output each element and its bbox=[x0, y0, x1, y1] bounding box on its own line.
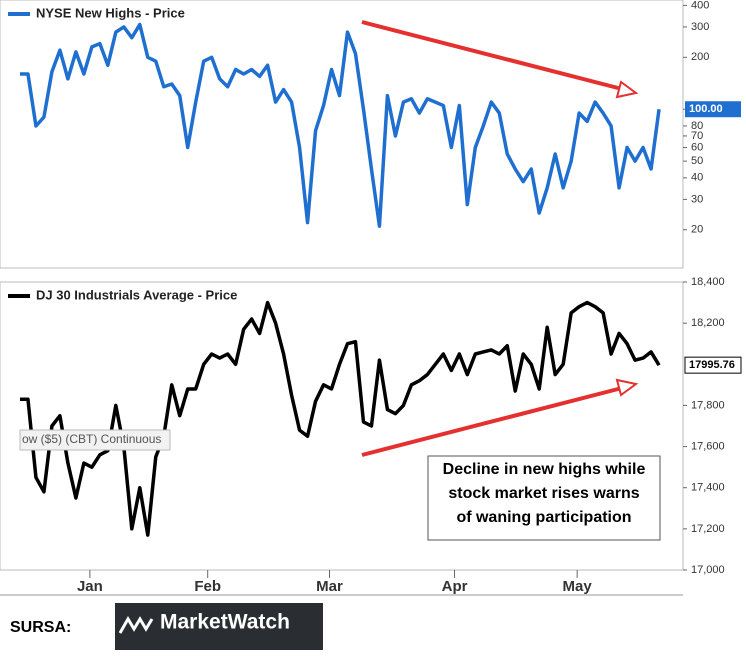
x-tick-label: May bbox=[563, 578, 593, 595]
last-value-badge bbox=[684, 356, 742, 374]
bottom-chart: 18,400 18,200 17,800 17,600 17,400 17,200 17,0… bbox=[8, 276, 742, 595]
y-tick-label: 400 bbox=[691, 0, 709, 11]
overlay-badge bbox=[19, 429, 171, 451]
x-tick-label: Jan bbox=[77, 578, 103, 595]
y-tick-label: 40 bbox=[691, 172, 703, 184]
y-tick-label: 20 bbox=[691, 224, 703, 236]
arrow-down bbox=[361, 20, 639, 99]
y-tick-label: 17,600 bbox=[691, 440, 725, 452]
annotation: of waning participation bbox=[456, 509, 631, 526]
arrow-line bbox=[361, 20, 623, 91]
annotation: Decline in new highs while bbox=[443, 461, 646, 478]
overlay-label: ow ($5) (CBT) Continuous bbox=[22, 432, 161, 446]
legend-label: NYSE New Highs - Price bbox=[36, 5, 185, 20]
arrow-up bbox=[361, 378, 639, 457]
y-tick-label: 30 bbox=[691, 193, 703, 205]
x-tick-label: Mar bbox=[316, 578, 343, 595]
x-tick-label: Feb bbox=[194, 578, 221, 595]
logo-text: MarketWatch bbox=[160, 611, 290, 634]
y-tick-label: 70 bbox=[691, 130, 703, 142]
y-tick-label: 200 bbox=[691, 51, 709, 63]
last-value-badge bbox=[685, 101, 741, 118]
annotation: stock market rises warns bbox=[448, 485, 639, 502]
series-line bbox=[19, 300, 661, 537]
y-tick-label: 80 bbox=[691, 120, 703, 132]
y-tick-label: 17,000 bbox=[691, 564, 725, 576]
y-tick-label: 18,400 bbox=[691, 276, 725, 288]
y-tick-label: 17,200 bbox=[691, 523, 725, 535]
top-panel bbox=[0, 0, 684, 269]
y-tick-label: 300 bbox=[691, 21, 709, 33]
series-line bbox=[19, 22, 661, 228]
logo-icon bbox=[118, 616, 154, 634]
last-value-label: 17995.76 bbox=[689, 359, 735, 371]
arrow-head bbox=[615, 80, 639, 99]
arrow-head bbox=[615, 378, 639, 397]
y-tick-label: 18,200 bbox=[691, 317, 725, 329]
logo-box bbox=[115, 603, 323, 650]
last-value-label: 100.00 bbox=[689, 103, 723, 115]
annotation-box bbox=[427, 455, 661, 541]
source-label: SURSA: bbox=[10, 619, 71, 636]
y-tick-label: 17,400 bbox=[691, 482, 725, 494]
legend-label: DJ 30 Industrials Average - Price bbox=[36, 287, 237, 302]
arrow-line bbox=[361, 386, 623, 457]
top-chart: 40030020010080706050403020NYSE New Highs… bbox=[8, 0, 741, 236]
x-tick-label: Apr bbox=[442, 578, 468, 595]
y-tick-label: 17,800 bbox=[691, 399, 725, 411]
y-tick-label: 60 bbox=[691, 141, 703, 153]
y-tick-label: 50 bbox=[691, 155, 703, 167]
